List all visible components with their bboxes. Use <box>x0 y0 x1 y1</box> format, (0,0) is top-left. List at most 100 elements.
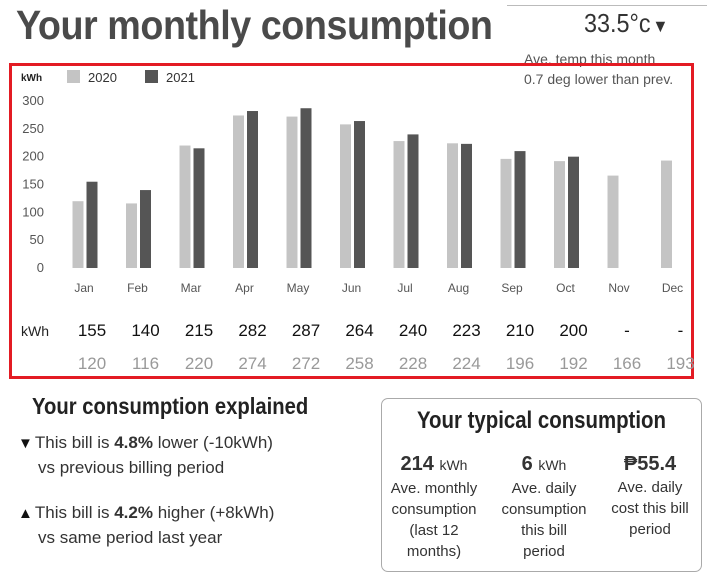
up-triangle-icon: ▲ <box>18 505 33 522</box>
expl1-post: lower (-10kWh) <box>152 433 273 452</box>
value-2021: - <box>624 321 630 340</box>
expl1-line2: vs previous billing period <box>38 458 225 477</box>
table-unit-label: kWh <box>21 323 49 339</box>
legend-label-2021: 2021 <box>166 70 195 85</box>
expl2-line2: vs same period last year <box>38 528 223 547</box>
explained-item-lower: ▼ This bill is 4.8% lower (-10kWh) vs pre… <box>18 431 273 480</box>
bar-2020-May <box>286 116 298 268</box>
typical-title: Your typical consumption <box>417 407 666 434</box>
temp-note-line2: 0.7 deg lower than prev. <box>524 71 674 87</box>
value-2021: 200 <box>559 321 587 340</box>
down-triangle-icon: ▼ <box>18 435 33 452</box>
bar-2020-Aug <box>447 143 458 268</box>
legend-label-2020: 2020 <box>88 70 117 85</box>
bar-2020-Mar <box>179 145 191 268</box>
typical-consumption-box: Your typical consumption 214 kWh Ave. mo… <box>381 398 702 572</box>
explained-title: Your consumption explained <box>32 393 309 419</box>
expl2-value: 4.2% <box>114 503 153 522</box>
expl2-post: higher (+8kWh) <box>152 503 275 522</box>
bar-2020-Nov <box>607 175 619 268</box>
typical-monthly-unit: kWh <box>439 457 468 473</box>
value-2020: 228 <box>399 354 427 373</box>
expl1-pre: This bill is <box>34 433 115 452</box>
typical-daily-value: 6 <box>521 453 533 475</box>
bar-2020-Jun <box>340 124 351 268</box>
x-tick-label: Feb <box>127 281 148 295</box>
value-2020: 220 <box>185 354 213 373</box>
value-2021: 223 <box>452 321 480 340</box>
bar-2021-Feb <box>140 190 151 268</box>
typical-monthly: 214 kWh Ave. monthly consumption (last 12 m… <box>379 451 489 562</box>
x-tick-label: Mar <box>181 281 202 295</box>
value-2021: 155 <box>78 321 106 340</box>
x-tick-label: Jul <box>397 281 412 295</box>
legend-unit-label: kWh <box>21 73 42 84</box>
value-2020: 192 <box>559 354 587 373</box>
typical-cost-value: ₱55.4 <box>623 453 677 475</box>
typical-cost-desc: Ave. daily cost this bill period <box>611 479 689 538</box>
value-2021: 287 <box>292 321 320 340</box>
legend-swatch-2021 <box>145 70 158 83</box>
value-2021: 282 <box>238 321 266 340</box>
x-tick-label: Dec <box>662 281 683 295</box>
bar-2021-Jul <box>407 134 419 268</box>
value-2020: 224 <box>452 354 480 373</box>
bar-2020-Feb <box>126 203 137 268</box>
value-2020: 166 <box>613 354 641 373</box>
bar-2020-Sep <box>500 158 512 268</box>
x-tick-label: Nov <box>608 281 629 295</box>
x-tick-label: Jun <box>342 281 361 295</box>
temperature-value: 33.5°c <box>584 8 651 38</box>
value-2021: 240 <box>399 321 427 340</box>
bar-2020-Jul <box>393 141 405 268</box>
value-2020: 116 <box>132 354 159 373</box>
x-tick-label: Apr <box>235 281 254 295</box>
value-2020: 274 <box>238 354 266 373</box>
bar-2021-Mar <box>193 148 205 268</box>
typical-cost: ₱55.4 Ave. daily cost this bill period <box>595 451 705 540</box>
typical-daily-unit: kWh <box>538 457 567 473</box>
value-2021: 210 <box>506 321 534 340</box>
bar-2021-Aug <box>461 143 472 268</box>
y-tick-label: 200 <box>22 149 44 164</box>
y-tick-label: 250 <box>22 121 44 136</box>
bar-2020-Apr <box>233 115 244 269</box>
y-tick-label: 0 <box>37 260 44 275</box>
value-2021: 140 <box>131 321 159 340</box>
typical-monthly-value: 214 <box>400 453 434 475</box>
value-2020: 258 <box>345 354 373 373</box>
value-2021: - <box>678 321 684 340</box>
value-2020: 272 <box>292 354 320 373</box>
bar-2021-Oct <box>568 156 579 268</box>
chart-frame <box>9 63 694 379</box>
x-tick-label: Sep <box>501 281 523 295</box>
y-tick-label: 100 <box>22 204 44 219</box>
bar-2021-Sep <box>514 151 526 268</box>
bar-2021-Jun <box>354 121 365 268</box>
y-tick-label: 300 <box>22 93 44 108</box>
bar-2020-Jan <box>72 201 84 268</box>
bar-2020-Dec <box>661 160 672 268</box>
bar-2021-Apr <box>247 111 258 269</box>
x-tick-label: Jan <box>74 281 93 295</box>
y-tick-label: 150 <box>22 177 44 192</box>
page-title: Your monthly consumption <box>16 2 493 48</box>
explained-item-higher: ▲ This bill is 4.2% higher (+8kWh) vs sam… <box>18 501 274 550</box>
value-2021: 215 <box>185 321 213 340</box>
typical-daily: 6 kWh Ave. daily consumption this bill peri… <box>489 451 599 562</box>
value-2020: 196 <box>506 354 534 373</box>
bar-2021-Jan <box>86 181 98 268</box>
value-2020: 193 <box>666 354 694 373</box>
value-2020: 120 <box>78 354 106 373</box>
down-arrow-icon: ▼ <box>652 16 669 36</box>
expl1-value: 4.8% <box>114 433 153 452</box>
bar-2020-Oct <box>554 161 565 268</box>
x-tick-label: Oct <box>556 281 575 295</box>
typical-monthly-desc: Ave. monthly consumption (last 12 months) <box>390 480 478 560</box>
bar-2021-May <box>300 108 312 268</box>
x-tick-label: May <box>287 281 310 295</box>
temperature-readout: 33.5°c▼ <box>584 8 668 39</box>
value-2021: 264 <box>345 321 373 340</box>
title-rule <box>507 5 707 6</box>
expl2-pre: This bill is <box>34 503 115 522</box>
